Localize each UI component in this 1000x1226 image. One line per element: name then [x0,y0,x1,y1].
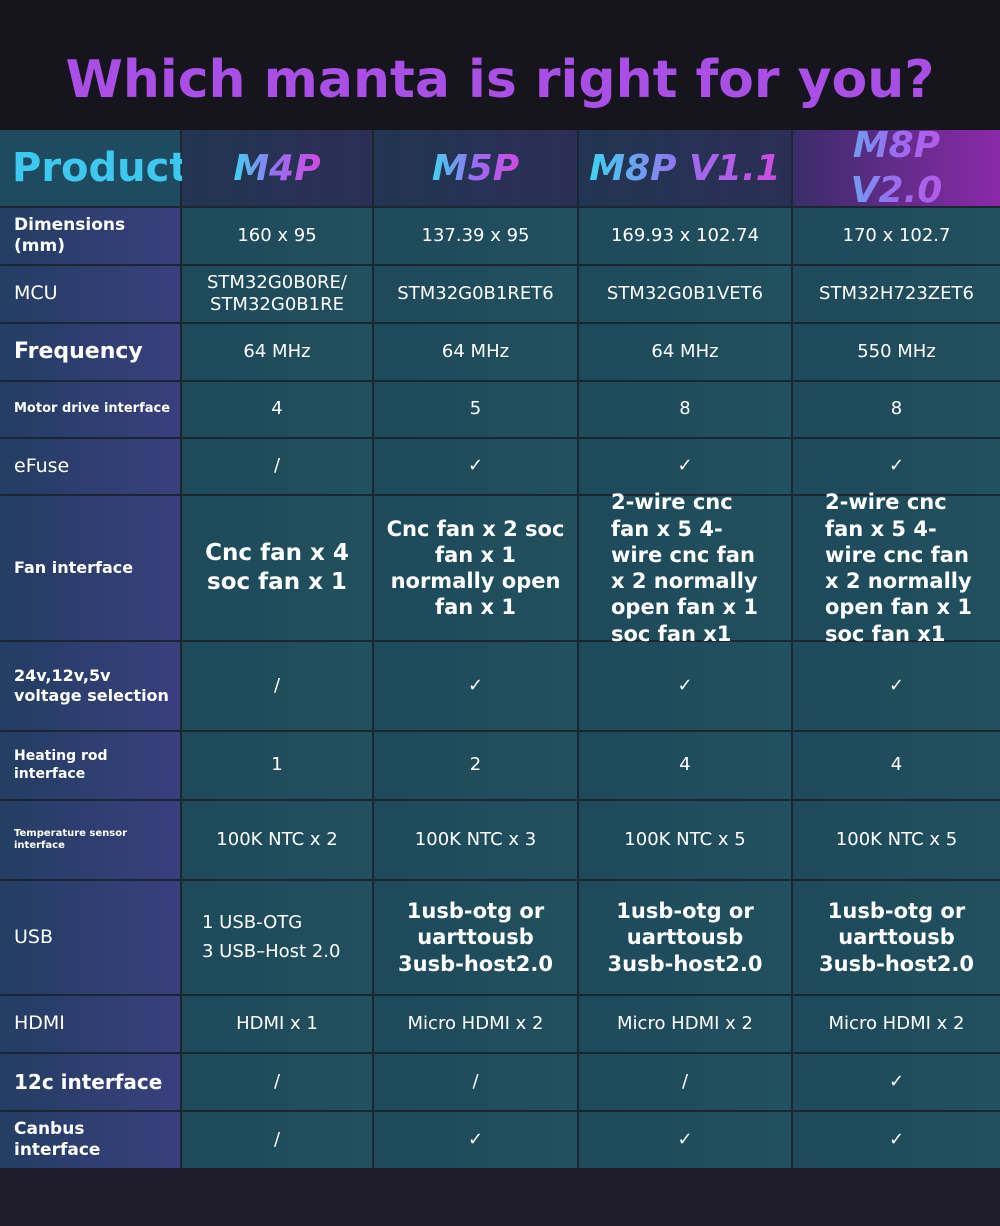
table-cell: 4 [793,732,1000,799]
table-cell: 169.93 x 102.74 [579,208,791,264]
table-cell: Micro HDMI x 2 [579,996,791,1052]
table-cell: 8 [579,382,791,437]
table-cell: 1usb-otg or uarttousb 3usb-host2.0 [579,881,791,994]
table-cell: ✓ [793,642,1000,730]
header-text: M8P V1.1 [589,147,781,189]
table-cell: 64 MHz [374,324,577,380]
table-cell: HDMI x 1 [182,996,372,1052]
row-label: Canbus interface [0,1112,180,1168]
table-cell: 550 MHz [793,324,1000,380]
table-cell: 8 [793,382,1000,437]
column-header: M8P V1.1 [579,130,791,206]
row-label: Dimensions (mm) [0,208,180,264]
table-cell: 64 MHz [182,324,372,380]
table-cell: Cnc fan x 4 soc fan x 1 [182,496,372,640]
table-cell: / [182,642,372,730]
table-cell: 2 [374,732,577,799]
table-cell: STM32H723ZET6 [793,266,1000,322]
header-text: M4P [233,147,321,189]
table-cell: 100K NTC x 3 [374,801,577,879]
table-cell: / [182,1054,372,1110]
table-cell: 137.39 x 95 [374,208,577,264]
table-cell: 160 x 95 [182,208,372,264]
table-cell: ✓ [793,1112,1000,1168]
table-cell: / [374,1054,577,1110]
table-cell: Micro HDMI x 2 [374,996,577,1052]
table-cell: 2-wire cnc fan x 5 4-wire cnc fan x 2 no… [793,490,1000,646]
table-cell: 5 [374,382,577,437]
table-cell: ✓ [579,642,791,730]
table-cell: 1 USB-OTG 3 USB–Host 2.0 [182,881,372,994]
table-cell: / [579,1054,791,1110]
table-cell: 2-wire cnc fan x 5 4-wire cnc fan x 2 no… [579,490,791,646]
row-label: Frequency [0,324,180,380]
table-cell: ✓ [374,642,577,730]
table-cell: 1 [182,732,372,799]
row-label: 24v,12v,5v voltage selection [0,642,180,730]
row-label: HDMI [0,996,180,1052]
table-cell: / [182,439,372,494]
table-cell: ✓ [793,1054,1000,1110]
table-cell: 4 [579,732,791,799]
row-label: Temperature sensor interface [0,801,180,879]
header-text: M8P V2.0 [801,123,992,213]
table-cell: ✓ [579,1112,791,1168]
row-label: Fan interface [0,496,180,640]
table-cell: 1usb-otg or uarttousb 3usb-host2.0 [793,881,1000,994]
row-label: Heating rod interface [0,732,180,799]
table-cell: ✓ [374,1112,577,1168]
row-label: Motor drive interface [0,382,180,437]
row-label: MCU [0,266,180,322]
column-header: M8P V2.0 [793,125,1000,211]
table-cell: 100K NTC x 5 [579,801,791,879]
table-cell: 64 MHz [579,324,791,380]
table-cell: Cnc fan x 2 soc fan x 1 normally open fa… [374,496,577,640]
column-header: M5P [374,130,577,206]
column-header: M4P [182,130,372,206]
table-cell: 1usb-otg or uarttousb 3usb-host2.0 [374,881,577,994]
table-cell: ✓ [793,439,1000,494]
column-header: Product [0,130,188,206]
table-cell: STM32G0B1RET6 [374,266,577,322]
page-title: Which manta is right for you? [65,50,935,110]
table-cell: ✓ [579,439,791,494]
table-cell: 100K NTC x 2 [182,801,372,879]
table-cell: 170 x 102.7 [793,208,1000,264]
table-cell: / [182,1112,372,1168]
table-cell: STM32G0B1VET6 [579,266,791,322]
table-cell: 100K NTC x 5 [793,801,1000,879]
table-cell: Micro HDMI x 2 [793,996,1000,1052]
table-cell: ✓ [374,439,577,494]
table-cell: STM32G0B0RE/ STM32G0B1RE [182,266,372,322]
row-label: eFuse [0,439,180,494]
row-label: USB [0,881,180,994]
row-label: 12c interface [0,1054,180,1110]
header-text: M5P [431,147,520,189]
header-text: Product [12,145,189,191]
comparison-table: Product M4P M5P M8P V1.1 M8P V2.0 Dimensions … [0,125,1000,1168]
table-cell: 4 [182,382,372,437]
